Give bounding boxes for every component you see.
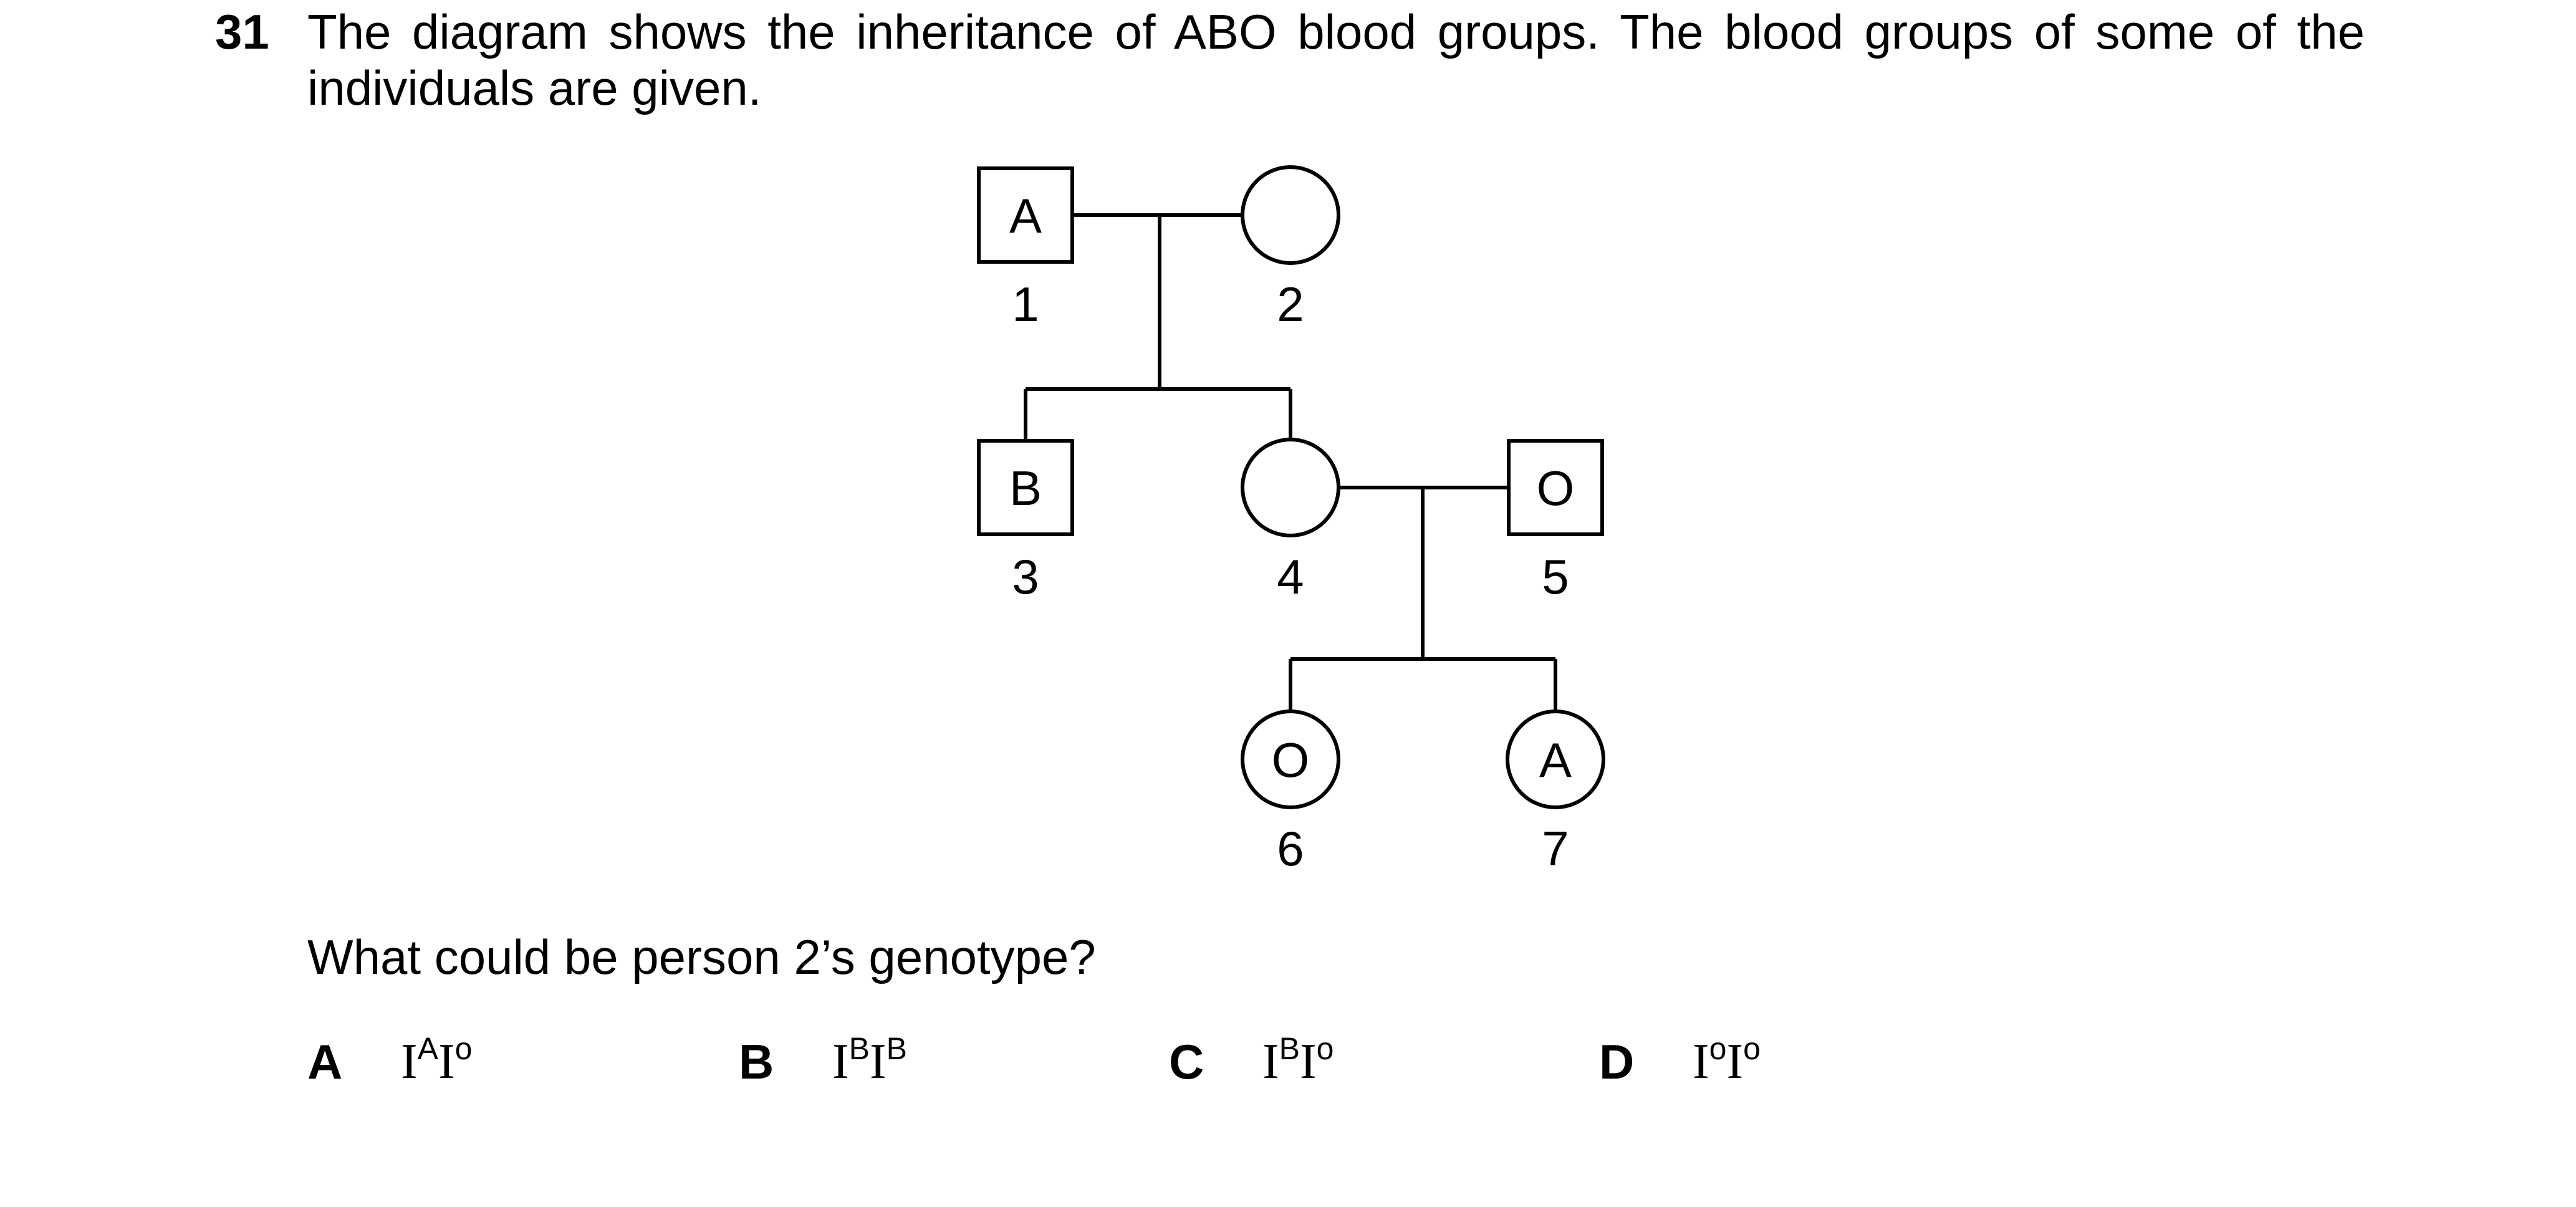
individual-number: 1 <box>1012 277 1039 332</box>
gene-symbol: I <box>1693 1034 1709 1089</box>
male-square-symbol <box>977 439 1074 536</box>
individual-number: 6 <box>1277 821 1304 876</box>
question-number: 31 <box>215 4 269 59</box>
option-letter: D <box>1599 1034 1635 1089</box>
male-square-symbol <box>1507 439 1604 536</box>
blood-group-label: B <box>1009 461 1042 516</box>
female-circle-symbol <box>1241 438 1340 537</box>
individual-number: 5 <box>1542 549 1569 604</box>
individual-6: O6 <box>1241 709 1340 876</box>
option-genotype: IAIo <box>401 1031 473 1090</box>
option-genotype: IoIo <box>1693 1031 1761 1090</box>
question-prompt: What could be person 2’s genotype? <box>307 930 1096 984</box>
female-circle-symbol <box>1241 165 1340 265</box>
individual-2: 2 <box>1241 165 1340 332</box>
individual-1: A1 <box>977 166 1074 332</box>
allele-superscript: B <box>848 1031 870 1066</box>
option-letter: B <box>739 1034 774 1089</box>
allele-superscript: o <box>1743 1031 1761 1066</box>
female-circle-symbol <box>1506 709 1605 809</box>
question-intro: The diagram shows the inheritance of ABO… <box>307 4 2365 115</box>
blood-group-label: A <box>1009 188 1042 243</box>
individual-3: B3 <box>977 439 1074 604</box>
allele-superscript: B <box>886 1031 907 1066</box>
allele-superscript: o <box>1316 1031 1334 1066</box>
allele-superscript: o <box>1709 1031 1727 1066</box>
allele-superscript: o <box>454 1031 473 1066</box>
gene-symbol: I <box>1726 1034 1744 1089</box>
allele-superscript: B <box>1279 1031 1300 1066</box>
gene-symbol: I <box>401 1034 418 1089</box>
individual-7: A7 <box>1506 709 1605 876</box>
blood-group-label: O <box>1537 461 1575 516</box>
gene-symbol: I <box>832 1034 849 1089</box>
individual-number: 2 <box>1277 277 1304 332</box>
gene-symbol: I <box>870 1034 887 1089</box>
option-letter: C <box>1169 1034 1204 1089</box>
gene-symbol: I <box>1300 1034 1317 1089</box>
male-square-symbol <box>977 166 1074 264</box>
female-circle-symbol <box>1241 709 1340 809</box>
option-letter: A <box>307 1034 343 1089</box>
individual-4: 4 <box>1241 438 1340 604</box>
option-genotype: IBIB <box>832 1031 907 1090</box>
individual-number: 4 <box>1277 549 1304 604</box>
allele-superscript: A <box>417 1031 438 1066</box>
individual-number: 7 <box>1542 821 1569 876</box>
blood-group-label: A <box>1539 733 1572 787</box>
gene-symbol: I <box>438 1034 455 1089</box>
individual-number: 3 <box>1012 549 1039 604</box>
individual-5: O5 <box>1507 439 1604 604</box>
gene-symbol: I <box>1262 1034 1279 1089</box>
blood-group-label: O <box>1272 733 1310 787</box>
option-genotype: IBIo <box>1262 1031 1334 1090</box>
